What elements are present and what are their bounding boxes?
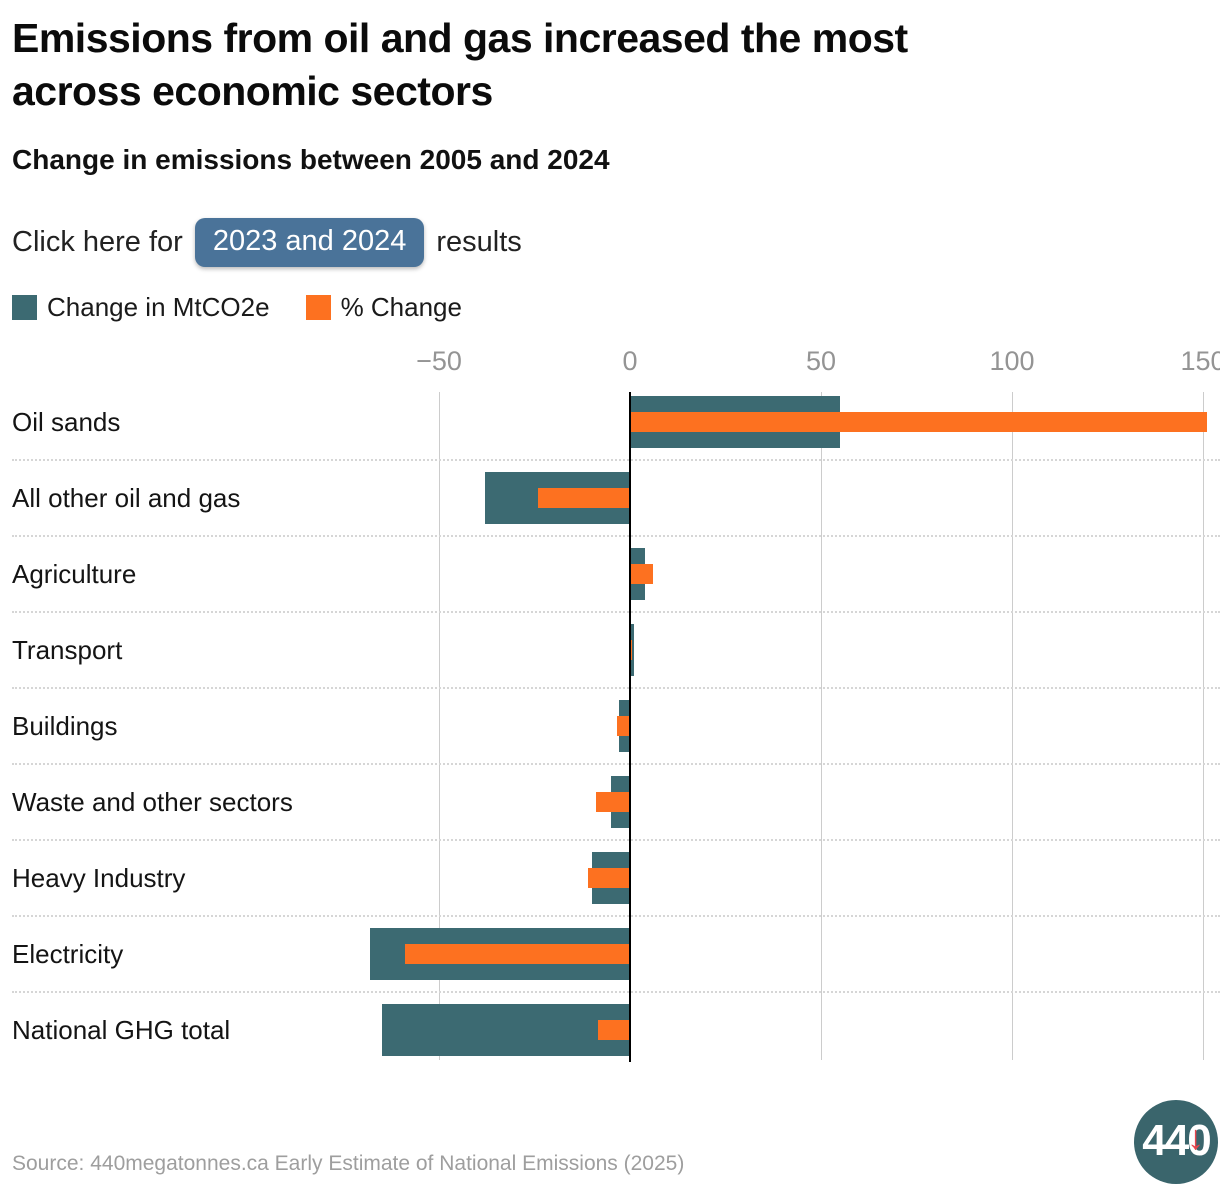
- down-arrow-icon: ↓: [1187, 1119, 1204, 1157]
- pct-change-bar: [630, 640, 632, 660]
- row-separator: [12, 991, 1220, 993]
- x-gridline: [820, 392, 822, 1060]
- category-label: Heavy Industry: [12, 863, 186, 893]
- logo-440-text: 440: [1142, 1116, 1211, 1165]
- mtco2e-swatch-icon: [12, 295, 37, 320]
- x-tick-label: 0: [622, 346, 638, 376]
- cta-suffix-text: results: [436, 225, 522, 258]
- page-title: Emissions from oil and gas increased the…: [12, 12, 1152, 119]
- x-tick-label: −50: [416, 346, 462, 376]
- year-toggle-button[interactable]: 2023 and 2024: [194, 217, 425, 267]
- category-label: Agriculture: [12, 559, 137, 589]
- cta-prefix-text: Click here for: [12, 225, 183, 258]
- cta-row: Click here for 2023 and 2024 results: [12, 216, 522, 268]
- row-separator: [12, 611, 1220, 613]
- legend-item-pct: % Change: [305, 292, 462, 323]
- category-label: Oil sands: [12, 407, 121, 437]
- mtco2e-bar: [381, 1004, 630, 1056]
- pct-change-bar: [616, 716, 630, 736]
- category-label: Waste and other sectors: [12, 787, 293, 817]
- x-tick-label: 50: [805, 346, 837, 376]
- category-label: Transport: [12, 635, 123, 665]
- pct-change-bar: [630, 564, 653, 584]
- pct-change-bar: [538, 488, 630, 508]
- legend-label-pct: % Change: [340, 292, 462, 322]
- pct-change-bar: [595, 792, 630, 812]
- x-gridline: [1202, 392, 1204, 1060]
- row-separator: [12, 763, 1220, 765]
- chart-subtitle: Change in emissions between 2005 and 202…: [12, 144, 610, 175]
- pct-change-bar: [404, 944, 630, 964]
- category-label: National GHG total: [12, 1015, 231, 1045]
- row-separator: [12, 459, 1220, 461]
- category-label: Buildings: [12, 711, 118, 741]
- category-label: All other oil and gas: [12, 483, 241, 513]
- legend-item-mtco2e: Change in MtCO2e: [12, 292, 270, 323]
- page-title-line1: Emissions from oil and gas increased the…: [12, 15, 908, 61]
- x-axis-zero-line: [629, 392, 631, 1062]
- pct-change-swatch-icon: [305, 295, 331, 320]
- row-separator: [12, 839, 1220, 841]
- row-separator: [12, 915, 1220, 917]
- pct-change-bar: [597, 1020, 630, 1040]
- x-gridline: [1011, 392, 1013, 1060]
- x-gridline: [438, 392, 440, 1060]
- row-separator: [12, 687, 1220, 689]
- legend-label-mtco2e: Change in MtCO2e: [47, 292, 270, 322]
- category-label: Electricity: [12, 939, 124, 969]
- chart-legend: Change in MtCO2e % Change: [12, 292, 462, 323]
- page-title-line2: across economic sectors: [12, 68, 493, 115]
- 440megatonnes-logo: 440 ↓: [1134, 1100, 1218, 1184]
- pct-change-bar: [587, 868, 630, 888]
- x-tick-label: 150: [1180, 346, 1220, 376]
- x-tick-label: 100: [989, 346, 1035, 376]
- pct-change-bar: [630, 412, 1207, 432]
- row-separator: [12, 535, 1220, 537]
- source-credit: Source: 440megatonnes.ca Early Estimate …: [12, 1152, 685, 1175]
